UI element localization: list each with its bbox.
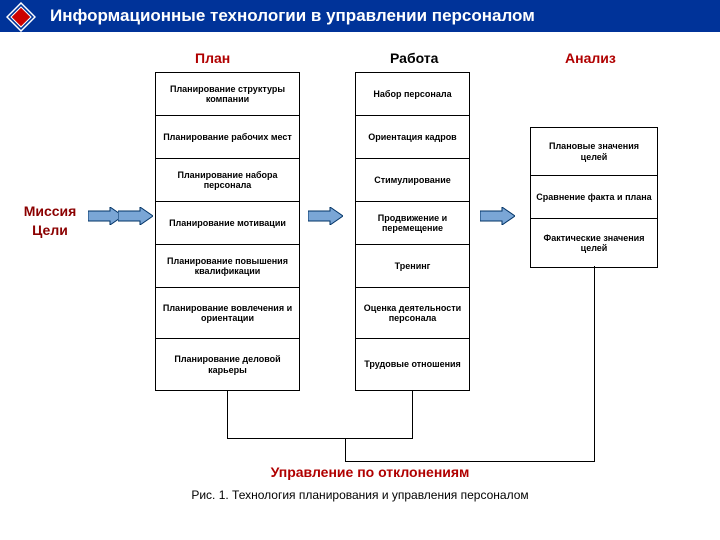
connector-analysis-down	[594, 266, 595, 461]
goals-label: Цели	[18, 221, 82, 240]
plan-cell: Планирование деловой карьеры	[156, 339, 299, 390]
arrow-work-to-analysis	[480, 207, 515, 225]
mission-label: Миссия	[18, 202, 82, 221]
plan-cell: Планирование рабочих мест	[156, 116, 299, 159]
connector-analysis-left	[345, 461, 595, 462]
plan-header: План	[195, 50, 230, 66]
plan-cell: Планирование повышения квалификации	[156, 245, 299, 288]
mission-goals-label: Миссия Цели	[18, 202, 82, 240]
work-cell: Продвижение и перемещение	[356, 202, 469, 245]
logo-diamond-icon	[6, 2, 36, 32]
work-column: Набор персонала Ориентация кадров Стимул…	[355, 72, 470, 391]
analysis-column: Плановые значения целей Сравнение факта …	[530, 127, 658, 268]
work-cell: Набор персонала	[356, 73, 469, 116]
connector-work-down	[412, 390, 413, 438]
work-header: Работа	[390, 50, 438, 66]
analysis-cell: Фактические значения целей	[531, 219, 657, 267]
work-cell: Тренинг	[356, 245, 469, 288]
work-cell: Ориентация кадров	[356, 116, 469, 159]
plan-cell: Планирование набора персонала	[156, 159, 299, 202]
figure-caption: Рис. 1. Технология планирования и управл…	[140, 488, 580, 502]
work-cell: Оценка деятельности персонала	[356, 288, 469, 339]
analysis-header: Анализ	[565, 50, 616, 66]
page-title: Информационные технологии в управлении п…	[50, 6, 535, 25]
work-cell: Трудовые отношения	[356, 339, 469, 390]
plan-cell: Планирование вовлечения и ориентации	[156, 288, 299, 339]
arrow-plan-to-work	[308, 207, 343, 225]
work-cell: Стимулирование	[356, 159, 469, 202]
connector-horizontal	[227, 438, 413, 439]
plan-column: Планирование структуры компании Планиров…	[155, 72, 300, 391]
analysis-cell: Сравнение факта и плана	[531, 176, 657, 219]
diagram-area: Миссия Цели План Работа Анализ Планирова…	[0, 32, 720, 532]
plan-cell: Планирование структуры компании	[156, 73, 299, 116]
arrow-mission-to-plan-2	[118, 207, 153, 225]
plan-cell: Планирование мотивации	[156, 202, 299, 245]
connector-feedback-up	[345, 438, 346, 461]
deviation-management-label: Управление по отклонениям	[230, 464, 510, 480]
connector-plan-down	[227, 390, 228, 438]
title-banner: Информационные технологии в управлении п…	[0, 0, 720, 32]
analysis-cell: Плановые значения целей	[531, 128, 657, 176]
